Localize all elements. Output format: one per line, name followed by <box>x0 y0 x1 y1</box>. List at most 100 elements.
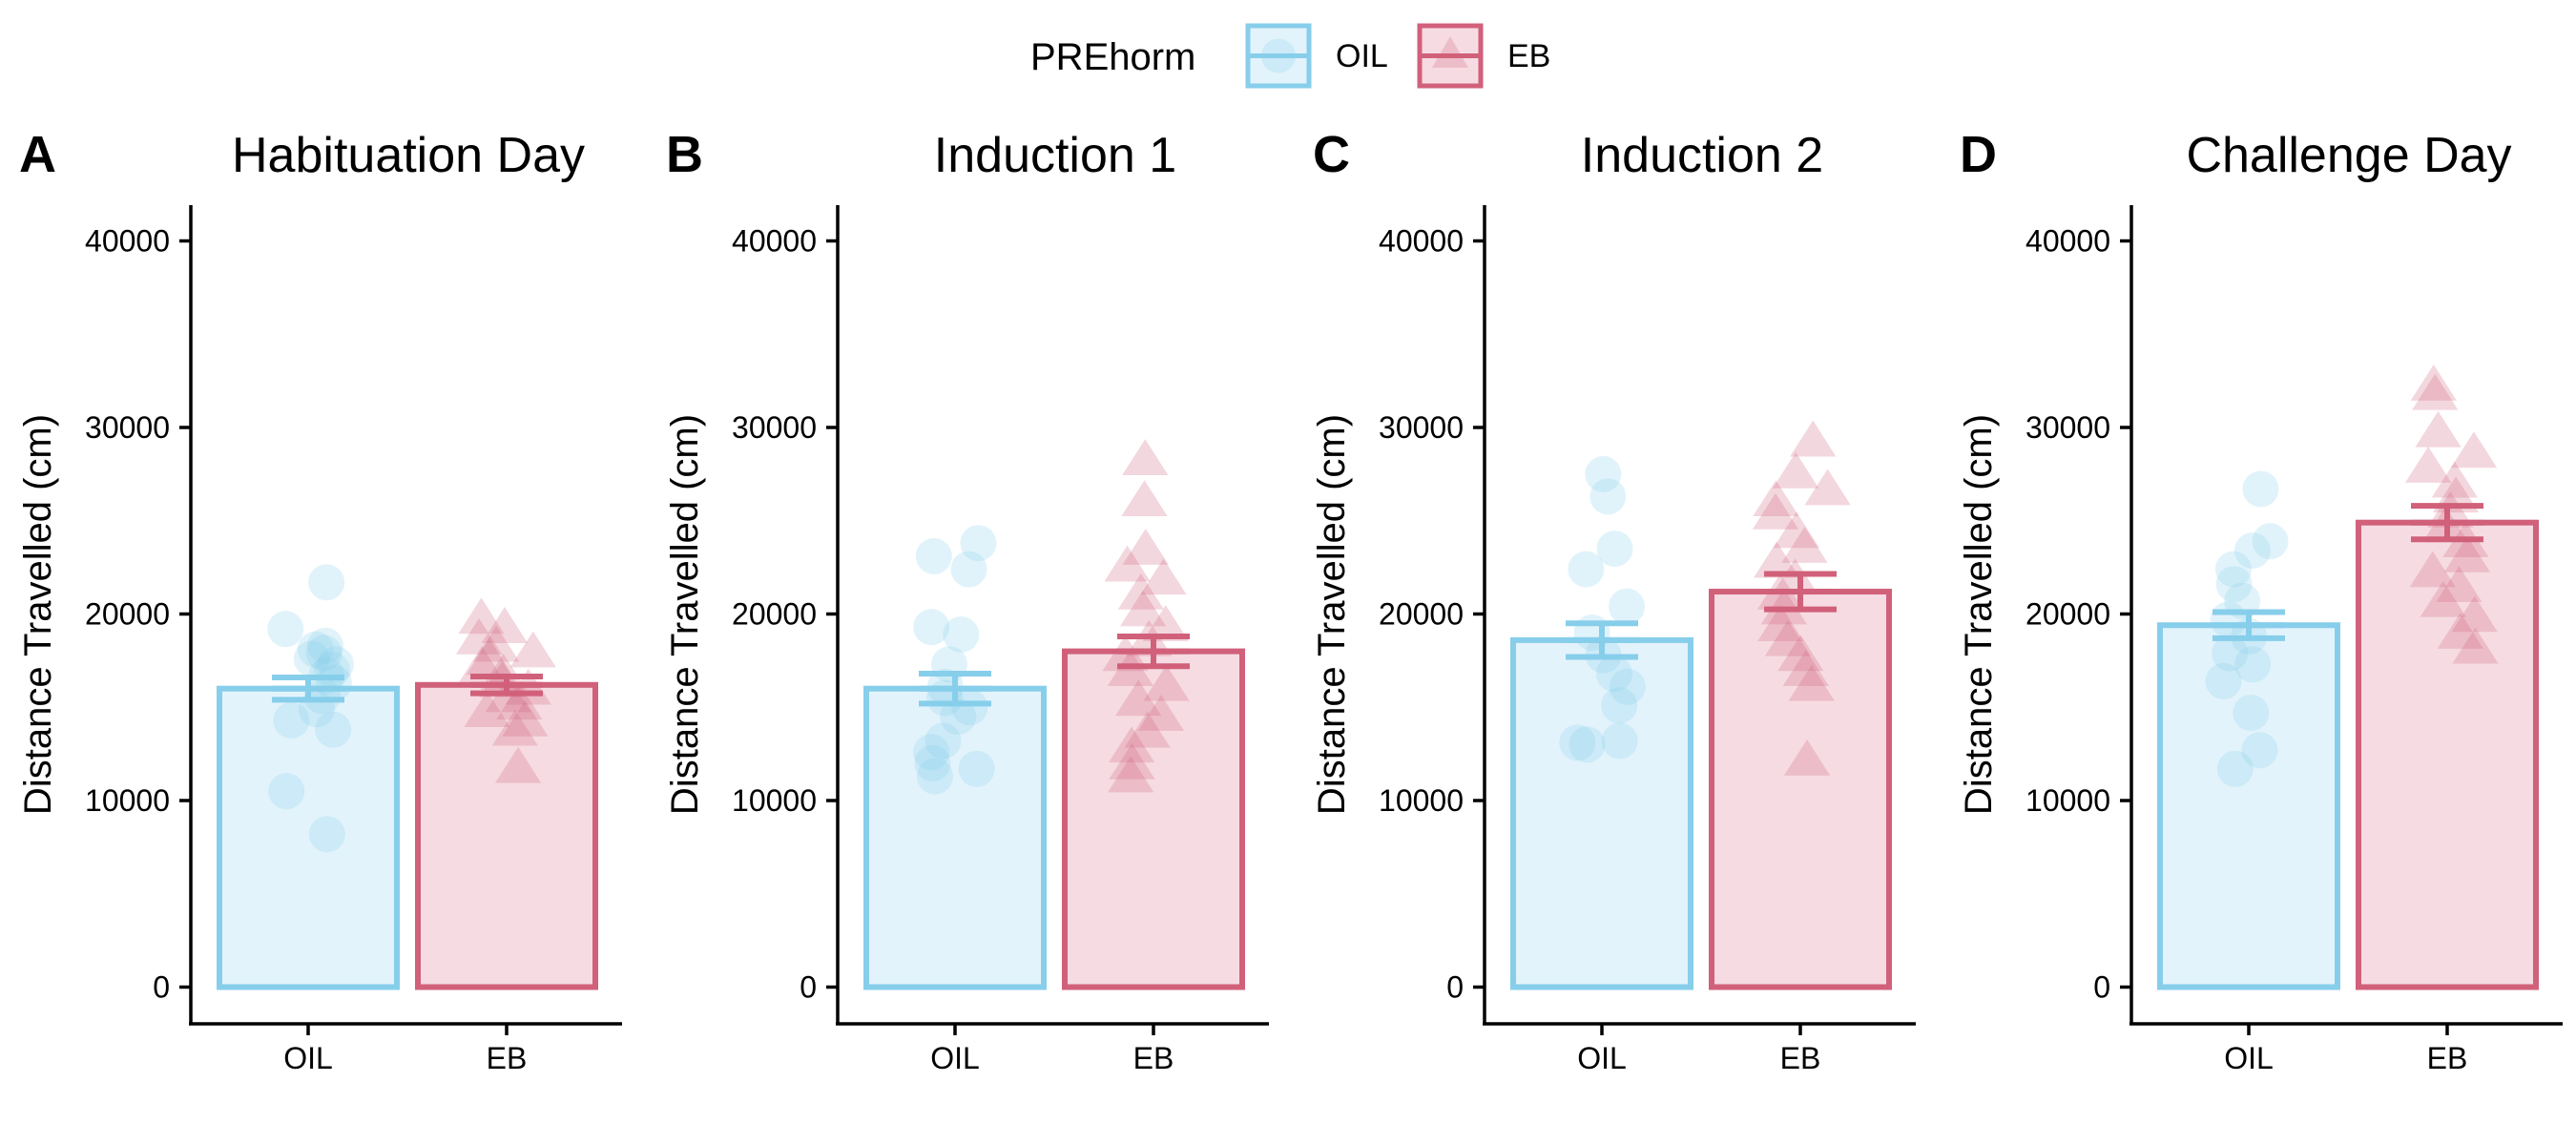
y-axis-title: Distance Travelled (cm) <box>17 414 59 815</box>
point-eb <box>1121 480 1168 517</box>
x-tick-label: OIL <box>930 1041 980 1075</box>
point-eb <box>1752 492 1799 530</box>
panel-d: D Challenge Day OIL EB 0 10000 20000 30000 40000… <box>1958 126 2563 1075</box>
point-oil <box>1596 531 1633 568</box>
point-oil <box>267 611 304 648</box>
x-tick-label: EB <box>2427 1041 2468 1075</box>
y-tick-label: 20000 <box>85 597 170 632</box>
point-oil <box>1568 551 1605 588</box>
point-eb <box>2409 551 2456 588</box>
point-oil <box>308 564 345 601</box>
point-eb <box>1137 695 1185 731</box>
panels: A Habituation Day OIL EB 0 10000 20000 30000 400… <box>17 126 2563 1075</box>
point-oil <box>1595 656 1632 693</box>
bar-eb <box>1062 648 1245 990</box>
point-eb <box>2404 447 2452 483</box>
point-oil <box>916 758 953 795</box>
point-oil <box>1601 722 1638 760</box>
y-tick-label: 20000 <box>2025 597 2110 632</box>
bar-oil <box>2157 622 2340 990</box>
point-oil <box>1589 478 1627 515</box>
y-axis-title: Distance Travelled (cm) <box>1311 414 1353 815</box>
point-oil <box>2242 470 2279 508</box>
point-eb <box>1757 605 1804 642</box>
y-tick-label: 30000 <box>1379 410 1464 445</box>
point-oil <box>958 750 995 787</box>
point-oil <box>940 698 977 736</box>
point-eb <box>1777 635 1824 672</box>
point-eb <box>2450 431 2498 468</box>
point-oil <box>913 609 950 646</box>
y-tick-label: 0 <box>153 970 170 1005</box>
panel-letter: A <box>19 126 56 183</box>
point-eb <box>1108 726 1155 763</box>
point-eb <box>1122 529 1169 565</box>
y-tick-label: 30000 <box>85 410 170 445</box>
point-eb <box>1760 588 1807 625</box>
y-axis-title: Distance Travelled (cm) <box>664 414 706 815</box>
point-oil <box>2234 646 2272 683</box>
point-oil <box>307 627 344 664</box>
x-tick-label: OIL <box>283 1041 333 1075</box>
panel-b: B Induction 1 OIL EB 0 10000 20000 30000 40000 Di… <box>664 126 1269 1075</box>
point-oil <box>2233 695 2270 732</box>
point-eb <box>2410 364 2457 401</box>
point-oil <box>273 701 310 739</box>
point-eb <box>1117 572 1164 610</box>
point-eb <box>1782 650 1829 686</box>
point-eb <box>473 625 520 662</box>
panel-letter: B <box>666 126 703 183</box>
point-oil <box>1568 726 1606 763</box>
point-oil <box>315 711 352 748</box>
point-oil <box>1609 588 1646 625</box>
point-eb <box>466 638 512 676</box>
point-oil <box>960 525 997 562</box>
point-eb <box>1788 664 1835 701</box>
y-tick-label: 20000 <box>732 597 817 632</box>
point-eb <box>1119 590 1167 627</box>
point-oil <box>913 734 950 771</box>
point-oil <box>317 646 354 683</box>
point-oil <box>1585 455 1622 492</box>
point-eb <box>480 654 527 690</box>
point-oil <box>315 664 352 701</box>
panel-title: Habituation Day <box>232 128 585 183</box>
point-oil <box>951 689 988 726</box>
point-eb <box>2436 566 2483 602</box>
point-eb <box>458 597 505 635</box>
panel-c: C Induction 2 OIL EB 0 10000 20000 30000 40000 Di… <box>1311 126 1916 1075</box>
point-eb <box>464 691 510 727</box>
point-eb <box>1783 739 1831 776</box>
panel-title: Induction 2 <box>1581 128 1823 183</box>
point-eb <box>1753 480 1799 517</box>
y-tick-label: 40000 <box>2025 224 2110 259</box>
x-tick-label: OIL <box>1577 1041 1627 1075</box>
point-oil <box>2252 523 2289 560</box>
panel-letter: C <box>1313 126 1350 183</box>
point-oil <box>2233 532 2271 570</box>
y-tick-label: 10000 <box>2025 783 2110 818</box>
point-oil <box>924 722 962 760</box>
y-tick-label: 40000 <box>1379 224 1464 259</box>
point-oil <box>2216 750 2254 787</box>
x-tick-label: EB <box>1133 1041 1174 1075</box>
point-oil <box>293 640 330 677</box>
y-tick-label: 30000 <box>2025 410 2110 445</box>
bar-oil <box>1510 636 1693 990</box>
point-eb <box>1122 439 1169 476</box>
point-eb <box>502 699 549 737</box>
x-tick-label: EB <box>1780 1041 1821 1075</box>
bar-oil <box>217 685 400 990</box>
point-eb <box>1781 527 1828 563</box>
point-eb <box>2452 627 2499 664</box>
point-oil <box>915 537 952 574</box>
y-axis-title: Distance Travelled (cm) <box>1958 414 2000 815</box>
point-eb <box>1773 511 1819 549</box>
point-eb <box>2431 461 2479 498</box>
point-eb <box>1143 664 1190 701</box>
point-eb <box>481 607 529 643</box>
point-eb <box>494 746 542 783</box>
point-oil <box>297 631 334 668</box>
y-tick-label: 10000 <box>85 783 170 818</box>
